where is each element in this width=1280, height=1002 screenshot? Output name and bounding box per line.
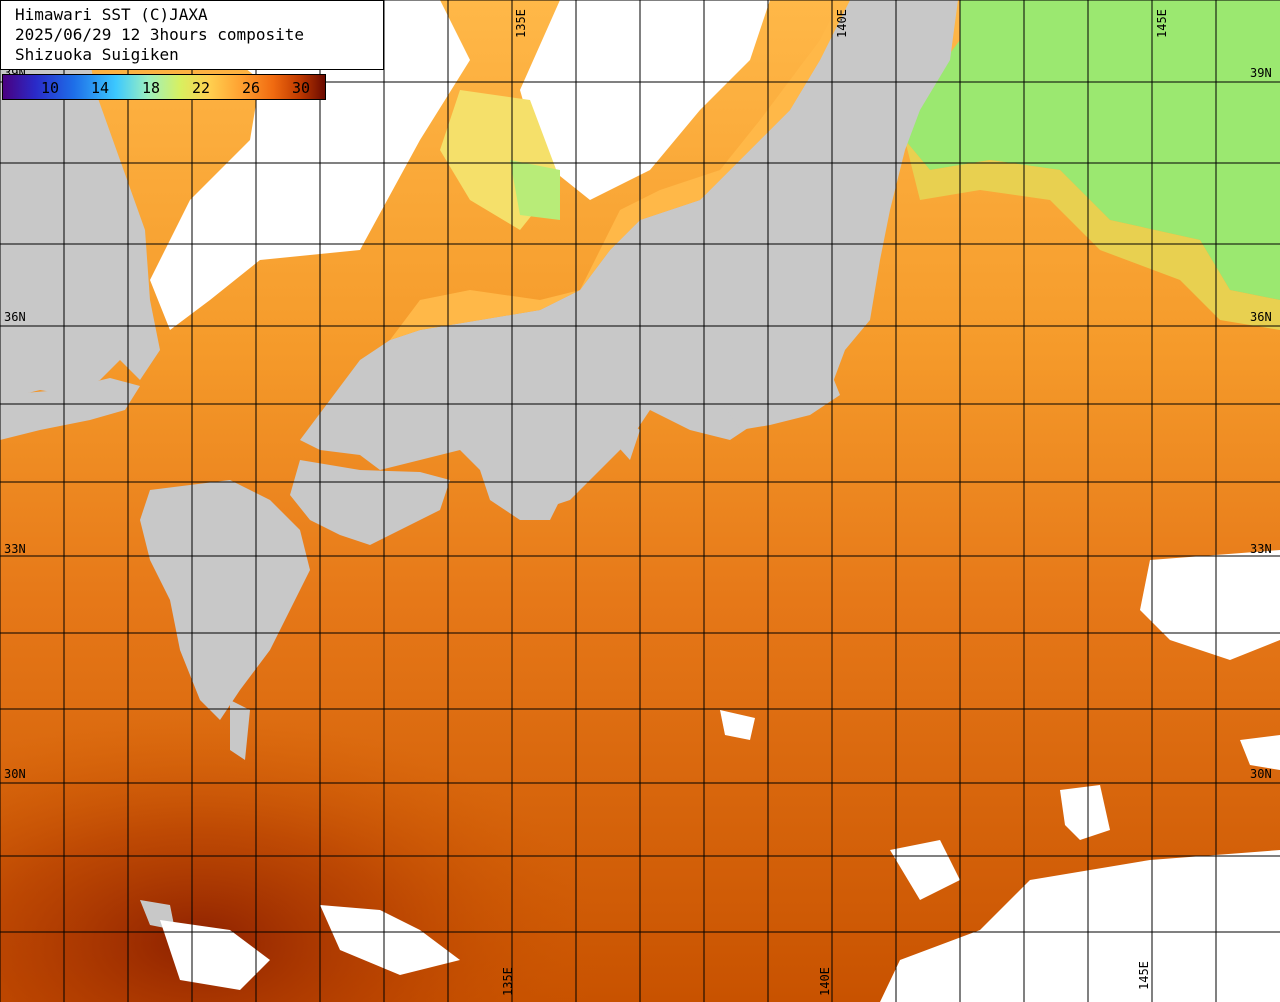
- sst-color-legend: 10 14 18 22 26 30: [2, 74, 326, 100]
- land-kanto: [720, 370, 840, 430]
- lat-label-30n-right: 30N: [1250, 767, 1272, 781]
- cloud-east-small: [1240, 735, 1280, 770]
- cool-water-northeast: [905, 0, 1280, 300]
- land-tanegashima: [230, 700, 250, 760]
- cloud-bottom-center: [320, 905, 460, 975]
- cloud-east-30n: [1060, 785, 1110, 840]
- lat-label-30n-left: 30N: [4, 767, 26, 781]
- legend-tick-22: 22: [192, 79, 211, 97]
- title-source: Himawari SST (C)JAXA: [15, 5, 208, 24]
- hot-water-southwest: [0, 500, 900, 1002]
- lon-label-135e-bottom: 135E: [501, 967, 515, 996]
- legend-tick-10: 10: [41, 79, 60, 97]
- legend-tick-18: 18: [142, 79, 161, 97]
- cloud-bottom-left: [160, 920, 270, 990]
- lat-label-33n-left: 33N: [4, 542, 26, 556]
- map-title-box: Himawari SST (C)JAXA 2025/06/29 12 3hour…: [0, 0, 384, 70]
- land-shikoku: [290, 460, 450, 545]
- lat-label-33n-right: 33N: [1250, 542, 1272, 556]
- lon-label-145e-bottom: 145E: [1137, 961, 1151, 990]
- cloud-mid-east: [720, 710, 755, 740]
- cloud-bottom-right: [880, 850, 1280, 1002]
- lon-label-145e-top: 145E: [1155, 9, 1169, 38]
- legend-tick-14: 14: [91, 79, 110, 97]
- lat-label-36n-left: 36N: [4, 310, 26, 324]
- legend-tick-26: 26: [242, 79, 261, 97]
- cloud-north-central: [520, 0, 770, 200]
- land-korea-coast-south: [0, 378, 140, 440]
- land-izu: [610, 410, 640, 460]
- lon-label-140e-bottom: 140E: [818, 967, 832, 996]
- lat-label-36n-right: 36N: [1250, 310, 1272, 324]
- lon-label-140e-top: 140E: [835, 9, 849, 38]
- cool-patch-green: [510, 160, 560, 220]
- title-date: 2025/06/29 12 3hours composite: [15, 25, 304, 44]
- cool-water-transition: [905, 140, 1280, 330]
- lat-label-39n-right: 39N: [1250, 66, 1272, 80]
- land-korea: [0, 0, 160, 400]
- land-kyushu: [140, 480, 310, 720]
- legend-tick-30: 30: [292, 79, 311, 97]
- cloud-south-east: [890, 840, 960, 900]
- title-organization: Shizuoka Suigiken: [15, 45, 179, 64]
- lon-label-135e-top: 135E: [514, 9, 528, 38]
- sea-japan-coast: [390, 0, 850, 340]
